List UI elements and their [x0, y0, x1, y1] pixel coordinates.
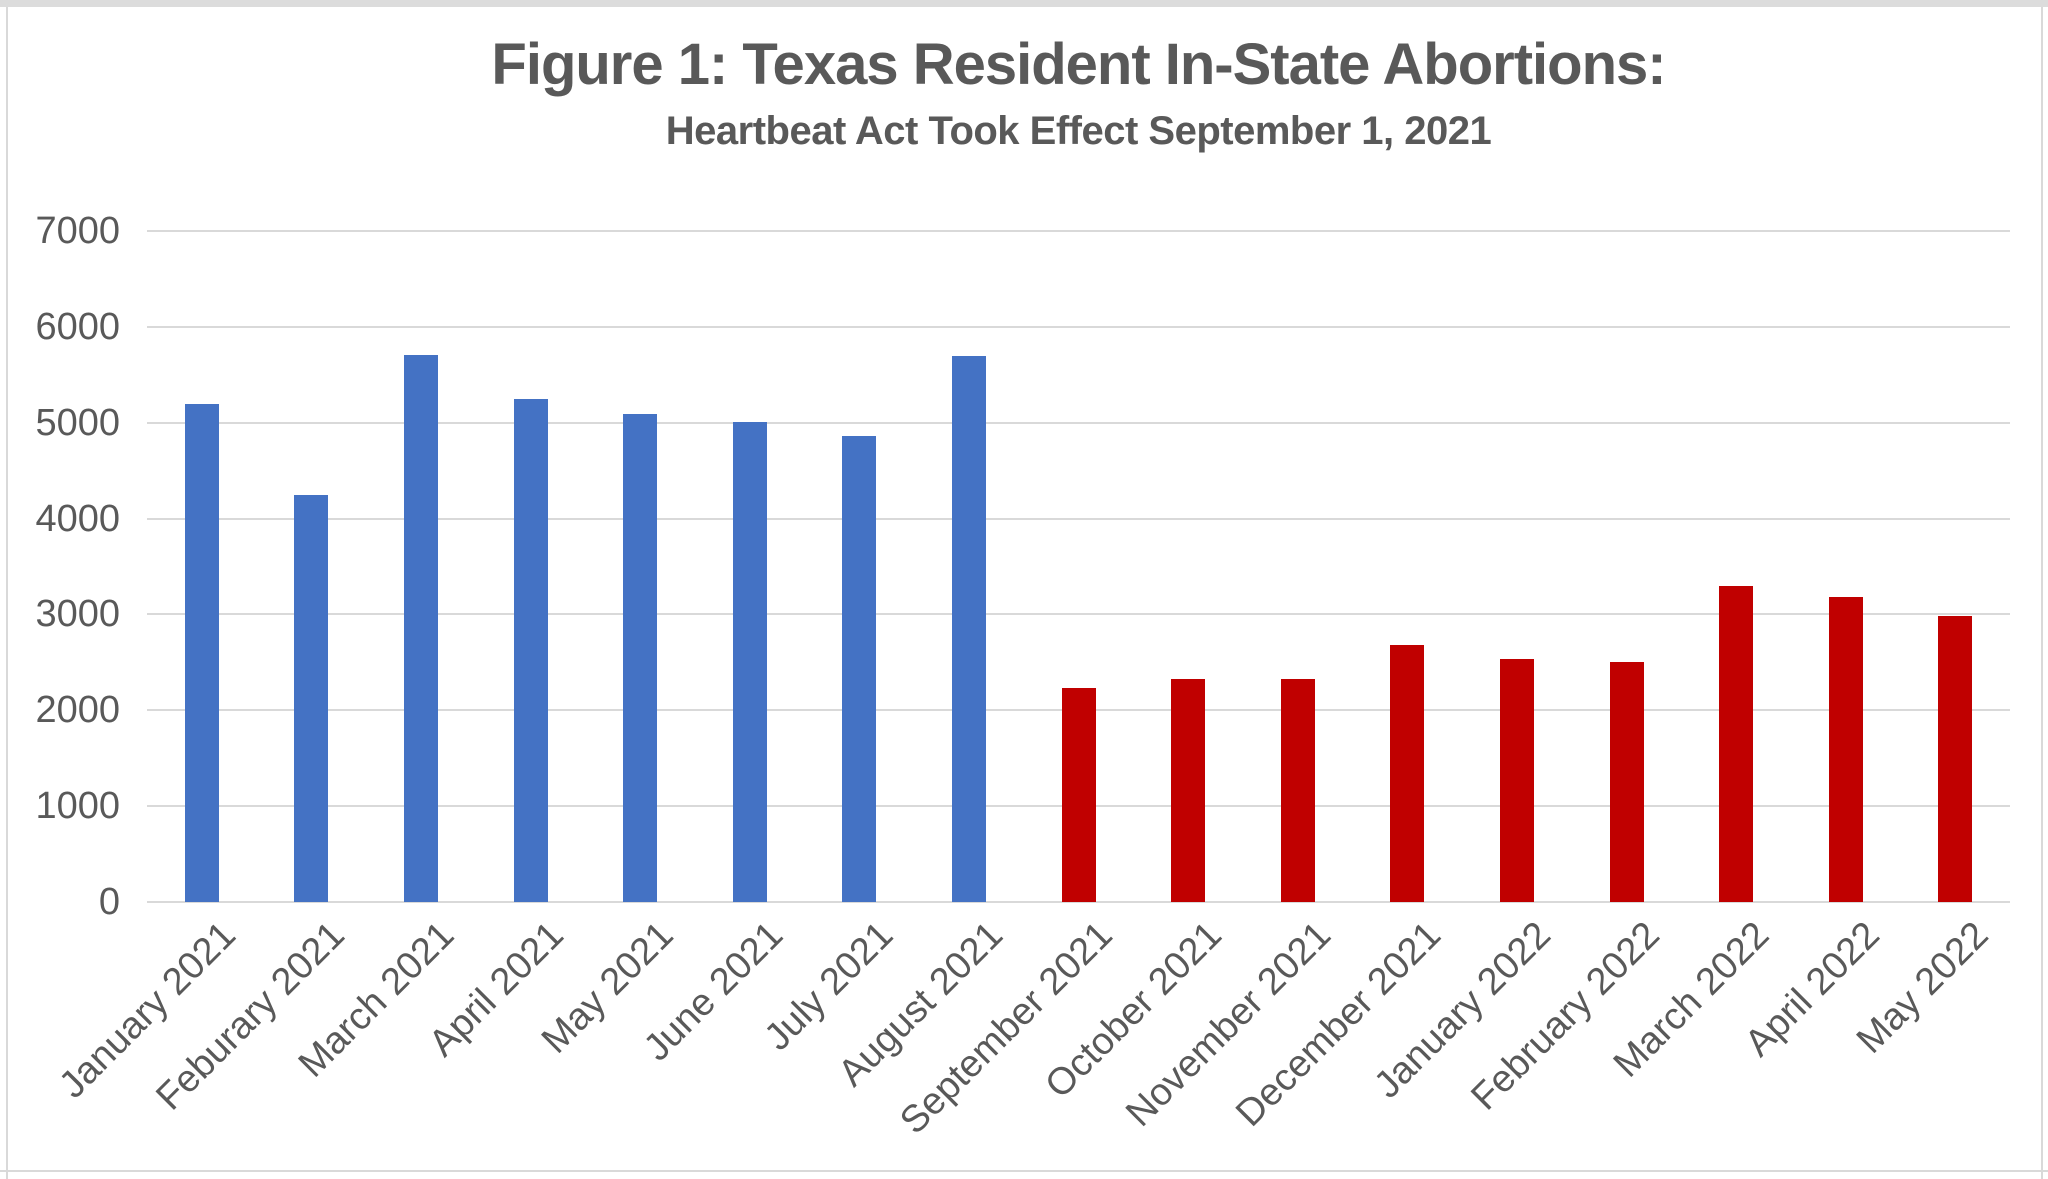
chart-header: Figure 1: Texas Resident In-State Aborti… — [147, 30, 2010, 156]
category-slot-may-2022: May 2022 — [1849, 231, 2011, 1062]
category-slot-january-2022: January 2022 — [1366, 231, 1572, 1107]
category-slot-feburary-2021: Feburary 2021 — [149, 231, 367, 1118]
x-tick-label-december-2021: December 2021 — [1228, 914, 1450, 1135]
y-tick-label-5000: 5000 — [35, 401, 120, 444]
category-slot-august-2021: August 2021 — [830, 231, 1024, 1095]
gridline-6000 — [147, 325, 2010, 328]
gridline-7000 — [147, 230, 2010, 232]
y-tick-label-0: 0 — [98, 881, 120, 923]
category-slot-may-2021: May 2021 — [534, 231, 695, 1062]
bar-october-2021 — [1171, 678, 1206, 902]
window-frame-bottom — [0, 1170, 2048, 1172]
plot-area: January 2021 Feburary 2021 March 2021 April… — [51, 230, 2011, 1142]
gridline-3000 — [147, 613, 2010, 616]
category-slot-november-2021: November 2021 — [1119, 231, 1353, 1135]
category-slot-september-2021: September 2021 — [892, 231, 1134, 1142]
bar-june-2021 — [732, 421, 767, 902]
y-axis: 7000 6000 5000 4000 3000 2000 1000 0 — [8, 212, 120, 921]
window-frame-left — [6, 7, 8, 1179]
category-slot-october-2021: October 2021 — [1037, 231, 1243, 1107]
bar-november-2021 — [1280, 678, 1315, 902]
bar-july-2021 — [842, 436, 877, 902]
category-slot-april-2022: April 2022 — [1737, 231, 1901, 1065]
bar-march-2021 — [403, 354, 438, 902]
chart-title: Figure 1: Texas Resident In-State Aborti… — [491, 32, 1666, 97]
y-tick-label-1000: 1000 — [35, 785, 120, 828]
category-slot-june-2021: June 2021 — [636, 231, 805, 1069]
y-tick-label-6000: 6000 — [35, 305, 120, 348]
gridline-5000 — [147, 421, 2010, 424]
bar-august-2021 — [951, 355, 986, 902]
window-frame-right — [2041, 7, 2043, 1179]
x-tick-label-november-2021: November 2021 — [1118, 914, 1340, 1135]
gridline-0 — [147, 901, 2010, 903]
bar-april-2022 — [1828, 597, 1863, 902]
chart-subtitle: Heartbeat Act Took Effect September 1, 2… — [665, 109, 1492, 153]
category-slot-january-2021: January 2021 — [51, 231, 257, 1107]
bar-may-2022 — [1938, 616, 1973, 902]
y-tick-label-7000: 7000 — [35, 210, 120, 252]
bar-september-2021 — [1061, 688, 1096, 902]
bar-may-2021 — [623, 414, 658, 902]
y-tick-label-2000: 2000 — [35, 689, 120, 732]
y-tick-label-3000: 3000 — [35, 593, 120, 636]
category-slot-march-2021: March 2021 — [291, 231, 476, 1086]
category-slot-february-2022: February 2022 — [1464, 231, 1682, 1118]
window-frame-top — [0, 0, 2048, 7]
category-slot-december-2021: December 2021 — [1228, 231, 1463, 1135]
bar-january-2021 — [184, 403, 219, 902]
bar-march-2022 — [1719, 585, 1754, 902]
gridline-4000 — [147, 517, 2010, 520]
category-slot-march-2022: March 2022 — [1606, 231, 1791, 1086]
x-tick-label-feburary-2021: Feburary 2021 — [148, 914, 354, 1119]
bar-slots: January 2021 Feburary 2021 March 2021 April… — [51, 231, 2011, 1142]
bar-december-2021 — [1390, 645, 1425, 902]
category-slot-april-2021: April 2021 — [422, 231, 586, 1065]
bar-april-2021 — [513, 398, 548, 902]
category-slot-july-2021: July 2021 — [756, 231, 915, 1059]
bar-feburary-2021 — [294, 494, 329, 902]
bar-february-2022 — [1609, 662, 1644, 902]
y-tick-label-4000: 4000 — [35, 497, 120, 540]
x-tick-label-february-2022: February 2022 — [1463, 914, 1669, 1119]
bar-january-2022 — [1499, 659, 1534, 902]
